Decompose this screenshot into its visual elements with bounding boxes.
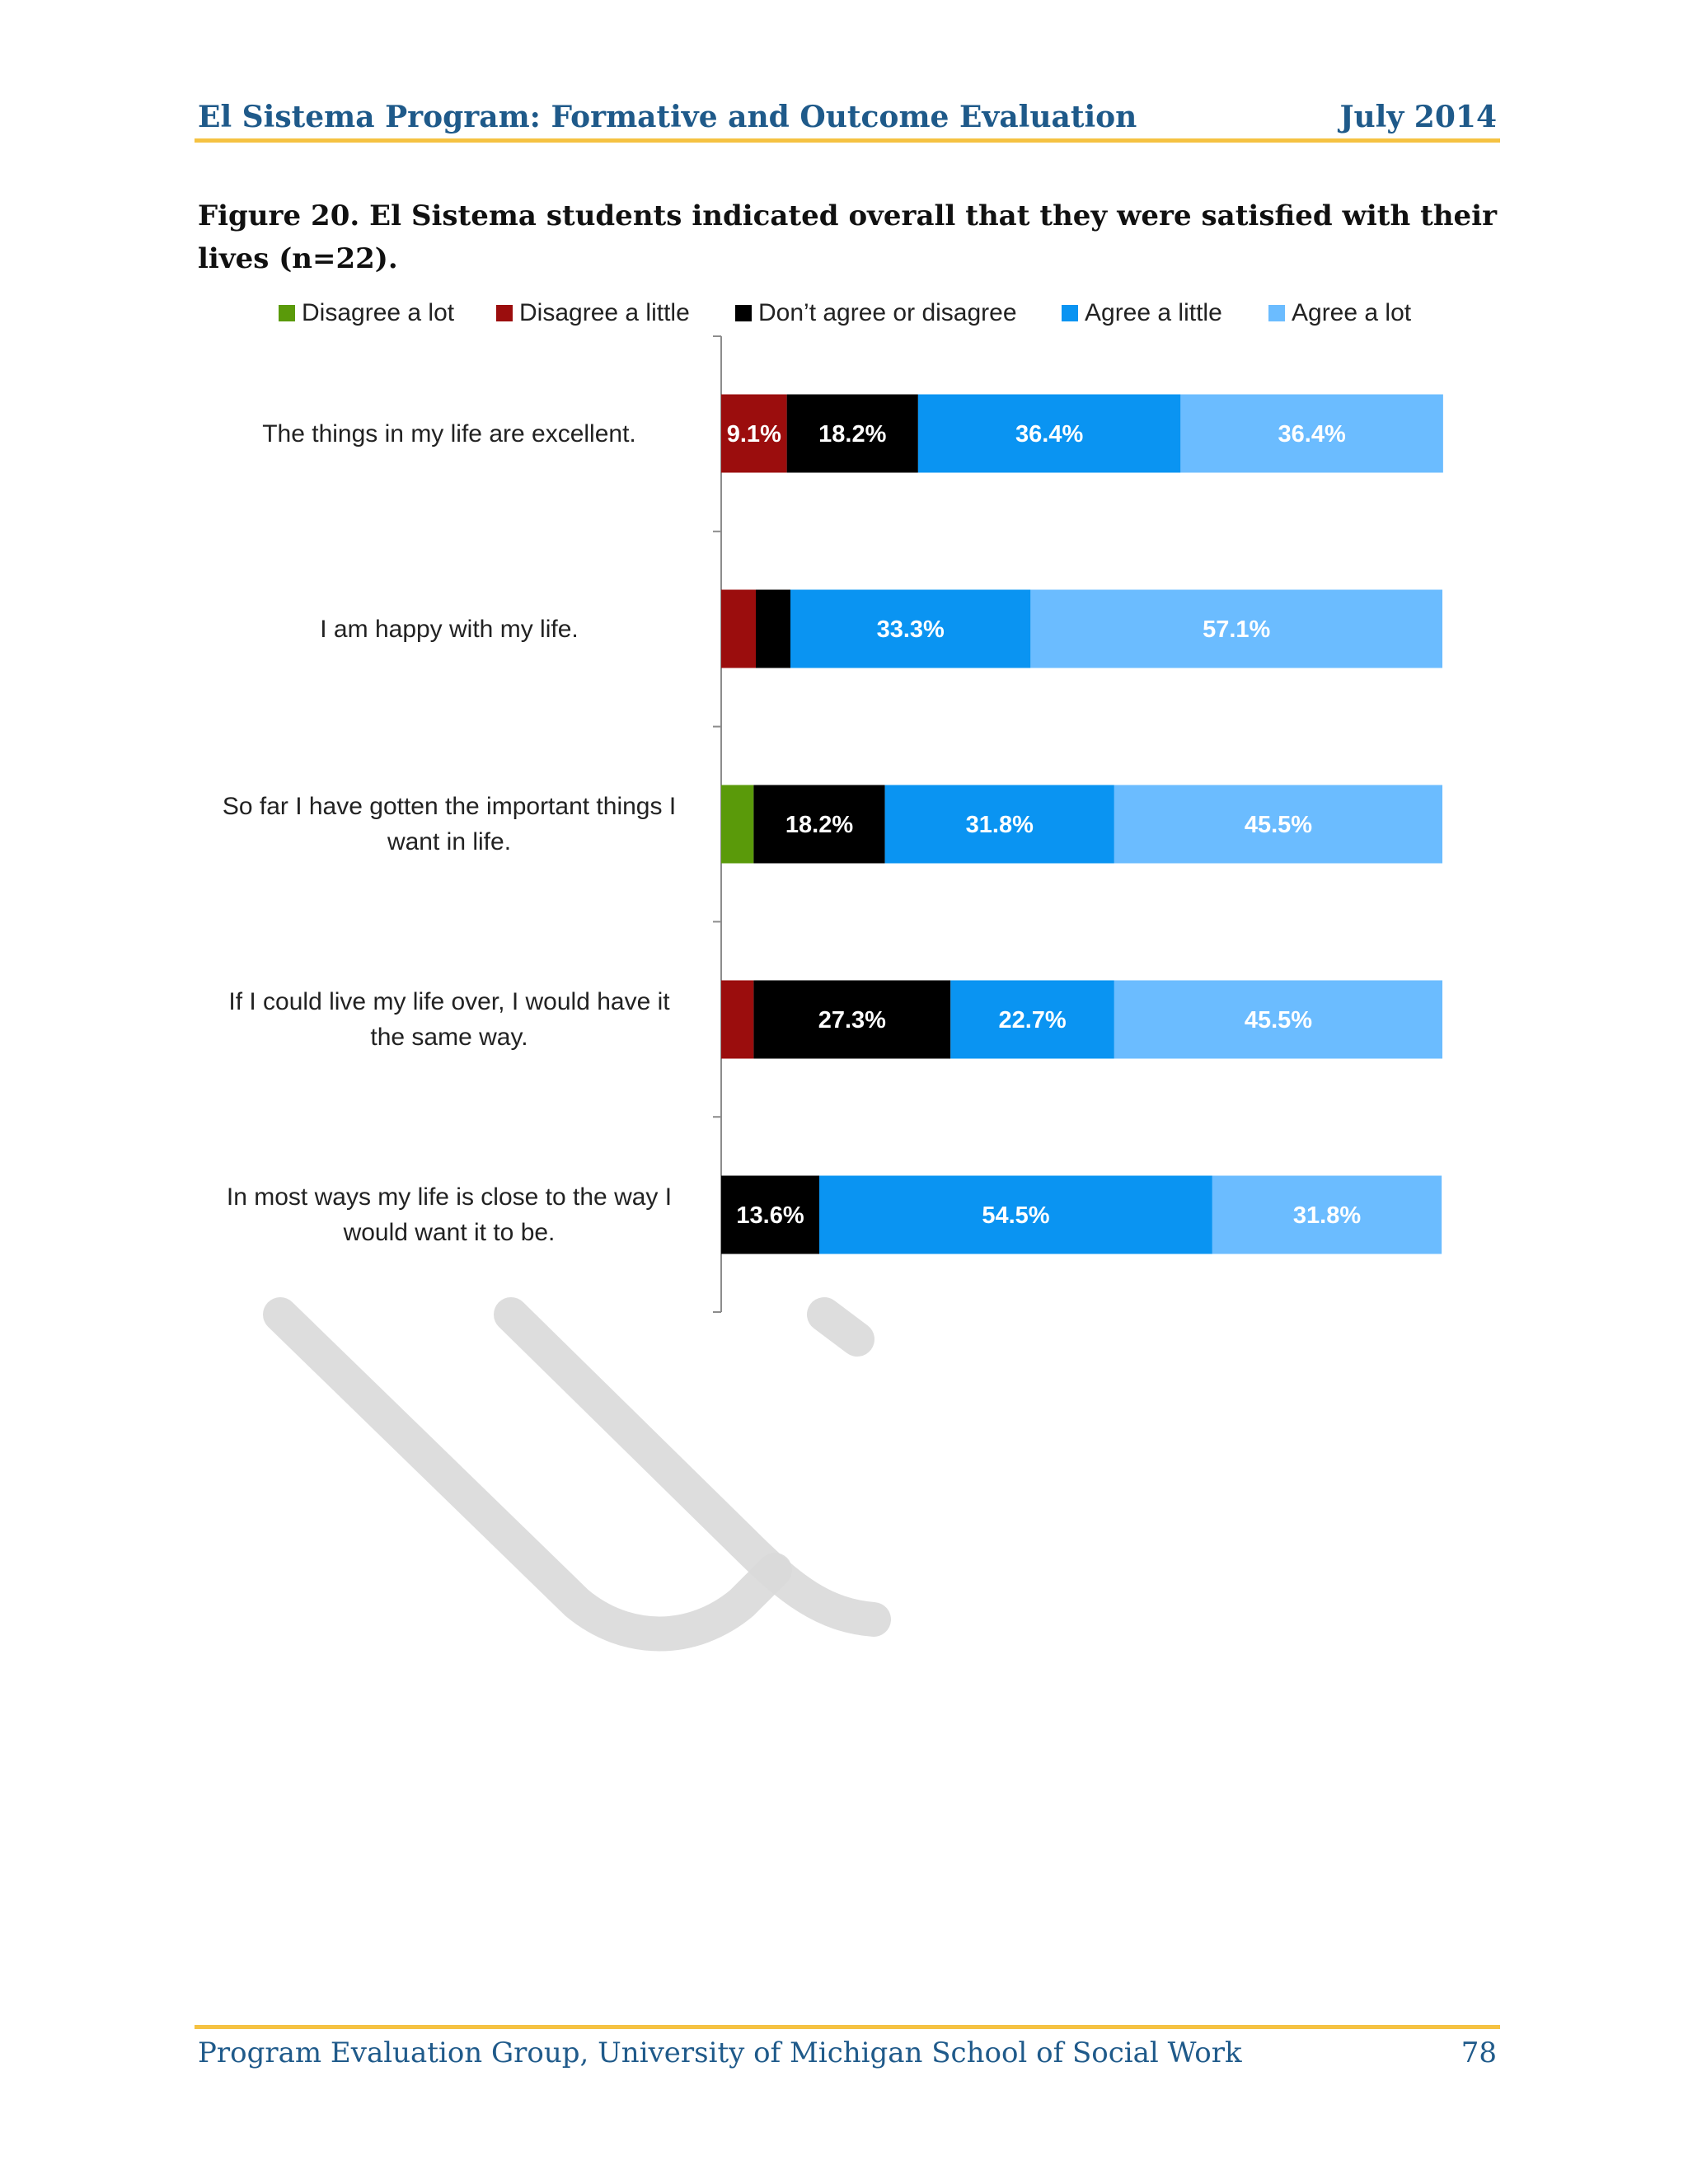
legend-label: Don’t agree or disagree <box>758 299 1017 326</box>
category-label: So far I have gotten the important thing… <box>222 793 677 855</box>
legend-label: Agree a lot <box>1292 299 1412 326</box>
data-label: 57.1% <box>1203 616 1270 643</box>
header-date: July 2014 <box>1339 100 1497 134</box>
legend-label: Agree a little <box>1085 299 1222 326</box>
bar-segment <box>1212 1175 1442 1254</box>
bar-segment <box>1180 394 1443 473</box>
bar-segment <box>753 980 951 1059</box>
legend-swatch <box>1062 305 1078 321</box>
bar-segment <box>721 785 754 864</box>
data-label: 54.5% <box>982 1202 1049 1229</box>
header-title: El Sistema Program: Formative and Outcom… <box>198 100 1137 134</box>
legend-item: Disagree a lot <box>279 297 454 330</box>
watermark-stroke <box>807 1297 874 1357</box>
watermark-stroke <box>263 1297 792 1652</box>
legend-item: Don’t agree or disagree <box>735 297 1017 330</box>
bar-segment <box>1114 980 1442 1059</box>
legend-label: Disagree a little <box>519 299 690 326</box>
data-label: 45.5% <box>1245 812 1312 838</box>
data-label: 13.6% <box>736 1202 804 1229</box>
data-label: 9.1% <box>727 421 781 448</box>
bar-segment <box>819 1175 1212 1254</box>
bar-segment <box>721 394 787 473</box>
data-label: 18.2% <box>785 812 853 838</box>
bar-segment <box>884 785 1114 864</box>
chart-legend: Disagree a lot Disagree a little Don’t agr… <box>0 297 1688 330</box>
category-label: If I could live my life over, I would ha… <box>228 988 670 1051</box>
data-label: 27.3% <box>818 1007 886 1033</box>
legend-swatch <box>496 305 513 321</box>
page-footer: Program Evaluation Group, University of … <box>198 2032 1497 2074</box>
bar-segment <box>786 394 918 473</box>
data-label: 36.4% <box>1278 421 1346 448</box>
page-header: El Sistema Program: Formative and Outcom… <box>198 97 1497 143</box>
bar-segment <box>1030 589 1442 668</box>
data-label: 31.8% <box>1293 1202 1361 1229</box>
data-label: 18.2% <box>818 421 886 448</box>
category-label: The things in my life are excellent. <box>262 419 636 448</box>
data-label: 33.3% <box>877 616 945 643</box>
category-label: In most ways my life is close to the way… <box>226 1183 673 1246</box>
bar-segment <box>790 589 1031 668</box>
bar-segment <box>721 980 754 1059</box>
bar-segment <box>917 394 1181 473</box>
figure-caption: Figure 20. El Sistema students indicated… <box>198 199 1497 275</box>
bar-segment <box>721 589 756 668</box>
footer-organization: Program Evaluation Group, University of … <box>198 2036 1242 2069</box>
bar-segment <box>721 1175 819 1254</box>
data-label: 36.4% <box>1015 421 1083 448</box>
bar-segment <box>1114 785 1442 864</box>
bar-segment <box>950 980 1114 1059</box>
footer-rule <box>195 2025 1500 2029</box>
legend-item: Agree a little <box>1062 297 1222 330</box>
legend-item: Agree a lot <box>1268 297 1411 330</box>
data-label: 45.5% <box>1245 1007 1312 1033</box>
legend-label: Disagree a lot <box>302 299 455 326</box>
legend-swatch <box>1268 305 1285 321</box>
bar-segment <box>753 785 885 864</box>
data-label: 22.7% <box>998 1007 1066 1033</box>
data-label: 31.8% <box>966 812 1034 838</box>
legend-swatch <box>735 305 752 321</box>
watermark-stroke <box>494 1297 891 1637</box>
legend-item: Disagree a little <box>496 297 690 330</box>
category-label: I am happy with my life. <box>320 615 579 643</box>
page-number: 78 <box>1461 2036 1497 2069</box>
bar-segment <box>756 589 790 668</box>
legend-swatch <box>279 305 295 321</box>
header-rule <box>195 138 1500 143</box>
